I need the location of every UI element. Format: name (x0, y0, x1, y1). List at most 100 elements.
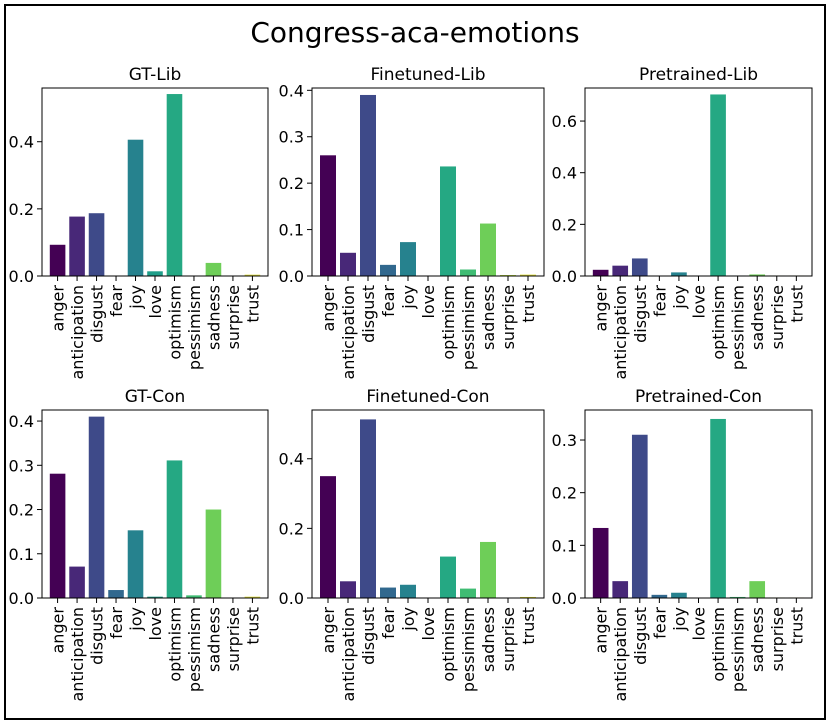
y-tick-label: 0.2 (552, 484, 577, 503)
x-tick-label-love: love (690, 607, 709, 641)
bar-trust (244, 274, 261, 276)
subplot-title: Pretrained-Con (635, 387, 762, 407)
x-tick-label-anticipation: anticipation (611, 607, 630, 702)
bar-anger (49, 473, 66, 598)
figure-title: Congress-aca-emotions (250, 16, 579, 49)
x-tick-label-anger: anger (592, 285, 611, 332)
bar-joy (671, 592, 687, 598)
bar-sadness (480, 223, 496, 276)
subplot-title: Finetuned-Lib (370, 65, 485, 85)
subplot-title: GT-Lib (129, 65, 182, 85)
x-tick-label-trust: trust (243, 285, 262, 323)
x-tick-label-optimism: optimism (709, 285, 728, 360)
bar-trust (520, 274, 536, 276)
bar-anticipation (69, 216, 85, 276)
y-tick-label: 0.0 (279, 267, 304, 286)
bar-joy (400, 584, 416, 598)
x-tick-label-surprise: surprise (768, 607, 787, 671)
subplot-title: Pretrained-Lib (639, 65, 758, 85)
subplot-gt-con: 0.0 0.1 0.2 0.3 0.4 anger anticipation disgust f… (9, 387, 269, 702)
axes-frame (584, 409, 813, 599)
x-tick-label-disgust: disgust (359, 607, 378, 665)
figure-frame (4, 4, 826, 720)
x-tick-label-trust: trust (519, 607, 538, 645)
y-tick-label: 0.4 (9, 412, 34, 431)
y-tick-label: 0.2 (279, 519, 304, 538)
bar-sadness (749, 581, 766, 598)
y-tick-label: 0.2 (9, 501, 34, 520)
x-tick-label-anger: anger (49, 607, 68, 654)
y-tick-label: 0.0 (552, 589, 577, 608)
x-tick-label-fear: fear (650, 285, 669, 317)
bar-joy (400, 242, 416, 276)
x-tick-label-disgust: disgust (88, 607, 107, 665)
axes-frame (311, 87, 545, 277)
y-tick-label: 0.0 (9, 267, 34, 286)
x-tick-label-surprise: surprise (499, 285, 518, 349)
bar-trust (244, 596, 261, 598)
y-tick-label: 0.4 (9, 133, 34, 152)
bar-pessimism (460, 269, 476, 276)
bar-joy (127, 139, 144, 276)
bar-love (147, 596, 163, 598)
x-tick-label-love: love (419, 285, 438, 319)
x-tick-label-joy: joy (399, 607, 418, 632)
bar-disgust (631, 434, 648, 598)
x-tick-label-fear: fear (379, 285, 398, 317)
x-tick-label-disgust: disgust (88, 285, 107, 343)
x-tick-label-anger: anger (319, 607, 338, 654)
x-tick-label-anger: anger (319, 285, 338, 332)
bar-fear (380, 264, 396, 276)
bar-disgust (631, 258, 648, 276)
bar-optimism (166, 460, 183, 598)
bar-pessimism (186, 595, 202, 598)
bar-fear (380, 587, 396, 598)
bar-fear (108, 590, 124, 598)
y-tick-label: 0.4 (279, 81, 304, 100)
x-tick-label-sadness: sadness (204, 285, 223, 350)
x-tick-label-anticipation: anticipation (68, 607, 87, 702)
bar-anticipation (340, 252, 356, 276)
y-tick-label: 0.2 (279, 174, 304, 193)
y-tick-label: 0.3 (279, 128, 304, 147)
bar-love (147, 271, 163, 276)
y-tick-label: 0.4 (552, 164, 577, 183)
bar-anger (592, 269, 609, 276)
x-tick-label-trust: trust (243, 607, 262, 645)
bar-joy (671, 272, 687, 276)
bar-pessimism (729, 596, 746, 598)
subplot-title: Finetuned-Con (366, 387, 489, 407)
bar-anger (320, 155, 336, 276)
bar-anger (49, 244, 66, 276)
x-tick-label-pessimism: pessimism (729, 607, 748, 692)
subplot-pretrained-con: 0.0 0.1 0.2 0.3 anger anticipation disgust fear… (552, 387, 813, 702)
x-tick-label-trust: trust (787, 285, 806, 323)
x-tick-label-optimism: optimism (165, 607, 184, 682)
x-tick-label-joy: joy (670, 285, 689, 310)
bar-anger (592, 527, 609, 598)
subplot-finetuned-con: 0.0 0.2 0.4 anger anticipation disgust fear joy… (279, 387, 545, 702)
bar-optimism (710, 94, 726, 276)
x-tick-label-optimism: optimism (439, 607, 458, 682)
x-tick-label-anticipation: anticipation (339, 285, 358, 380)
y-tick-label: 0.2 (552, 215, 577, 234)
y-tick-label: 0.4 (279, 450, 304, 469)
bar-sadness (749, 274, 766, 276)
bar-sadness (480, 541, 496, 598)
x-tick-label-optimism: optimism (709, 607, 728, 682)
x-tick-label-surprise: surprise (768, 285, 787, 349)
axes-frame (584, 87, 813, 277)
y-tick-label: 0.3 (552, 431, 577, 450)
x-tick-label-pessimism: pessimism (459, 607, 478, 692)
bar-joy (127, 530, 144, 598)
x-tick-label-surprise: surprise (224, 607, 243, 671)
x-tick-label-pessimism: pessimism (459, 285, 478, 370)
x-tick-label-disgust: disgust (631, 285, 650, 343)
bar-sadness (205, 262, 222, 276)
x-tick-label-surprise: surprise (499, 607, 518, 671)
bar-optimism (166, 94, 183, 277)
x-tick-label-anticipation: anticipation (339, 607, 358, 702)
bar-anticipation (612, 265, 629, 276)
x-tick-label-fear: fear (379, 607, 398, 639)
